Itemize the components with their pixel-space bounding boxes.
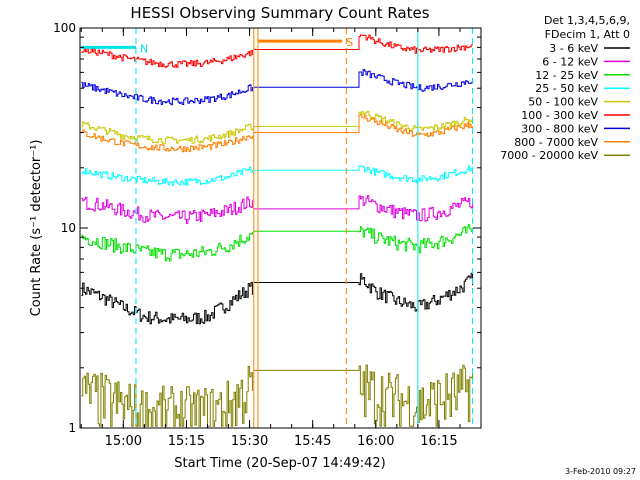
legend-label: 3 - 6 keV <box>549 42 598 55</box>
series-line <box>253 272 474 312</box>
series-line <box>253 364 474 427</box>
series-line <box>81 196 253 224</box>
legend-label: 25 - 50 keV <box>535 82 598 95</box>
series-50-100-kev <box>81 110 474 144</box>
legend-label: 100 - 300 keV <box>521 109 598 122</box>
x-tick-label: 16:00 <box>357 434 394 449</box>
flag-label: N <box>140 42 148 55</box>
series-25-50-kev <box>81 165 474 186</box>
flag-label: S <box>346 36 353 49</box>
legend-label: 300 - 800 keV <box>521 122 598 135</box>
x-axis-label: Start Time (20-Sep-07 14:49:42) <box>174 456 385 471</box>
series-line <box>81 231 253 262</box>
series-7000-20000-kev <box>81 364 474 427</box>
legend-label: 12 - 25 keV <box>535 69 598 82</box>
series-12-25-kev <box>81 224 474 262</box>
legend-header-line-1: Det 1,3,4,5,6,9, <box>544 14 630 27</box>
series-6-12-kev <box>81 195 474 224</box>
series-3-6-kev <box>81 272 474 325</box>
series-line <box>81 129 253 153</box>
series-line <box>81 46 253 68</box>
series-line <box>253 69 474 92</box>
series-line <box>253 195 474 222</box>
series-line <box>253 110 474 132</box>
x-tick-label: 15:00 <box>105 434 142 449</box>
legend-label: 6 - 12 keV <box>542 55 598 68</box>
series-800-7000-kev <box>81 114 474 153</box>
series-line <box>81 366 253 427</box>
series-line <box>253 34 474 54</box>
series-line <box>81 166 253 186</box>
y-tick-label: 1 <box>68 421 76 435</box>
x-tick-label: 15:45 <box>294 434 331 449</box>
legend-label: 800 - 7000 keV <box>514 136 598 149</box>
series-line <box>81 121 253 144</box>
x-tick-label: 15:30 <box>231 434 268 449</box>
legend-header-line-2: FDecim 1, Att 0 <box>545 28 630 41</box>
legend-label: 50 - 100 keV <box>528 96 598 109</box>
y-tick-label: 100 <box>53 21 76 35</box>
series-300-800-kev <box>81 69 474 106</box>
series-line <box>253 165 474 183</box>
y-tick-label: 10 <box>61 221 76 235</box>
footer-date: 3-Feb-2010 09:27 <box>565 467 636 476</box>
series-line <box>253 114 474 137</box>
x-tick-label: 16:15 <box>420 434 457 449</box>
series-line <box>253 224 474 254</box>
chart-title: HESSI Observing Summary Count Rates <box>130 4 429 22</box>
legend-label: 7000 - 20000 keV <box>500 149 598 162</box>
series-line <box>81 281 253 325</box>
x-tick-label: 15:15 <box>168 434 205 449</box>
series-100-300-kev <box>81 34 474 68</box>
series-line <box>81 82 253 106</box>
y-axis-label: Count Rate (s⁻¹ detector⁻¹) <box>29 140 44 317</box>
